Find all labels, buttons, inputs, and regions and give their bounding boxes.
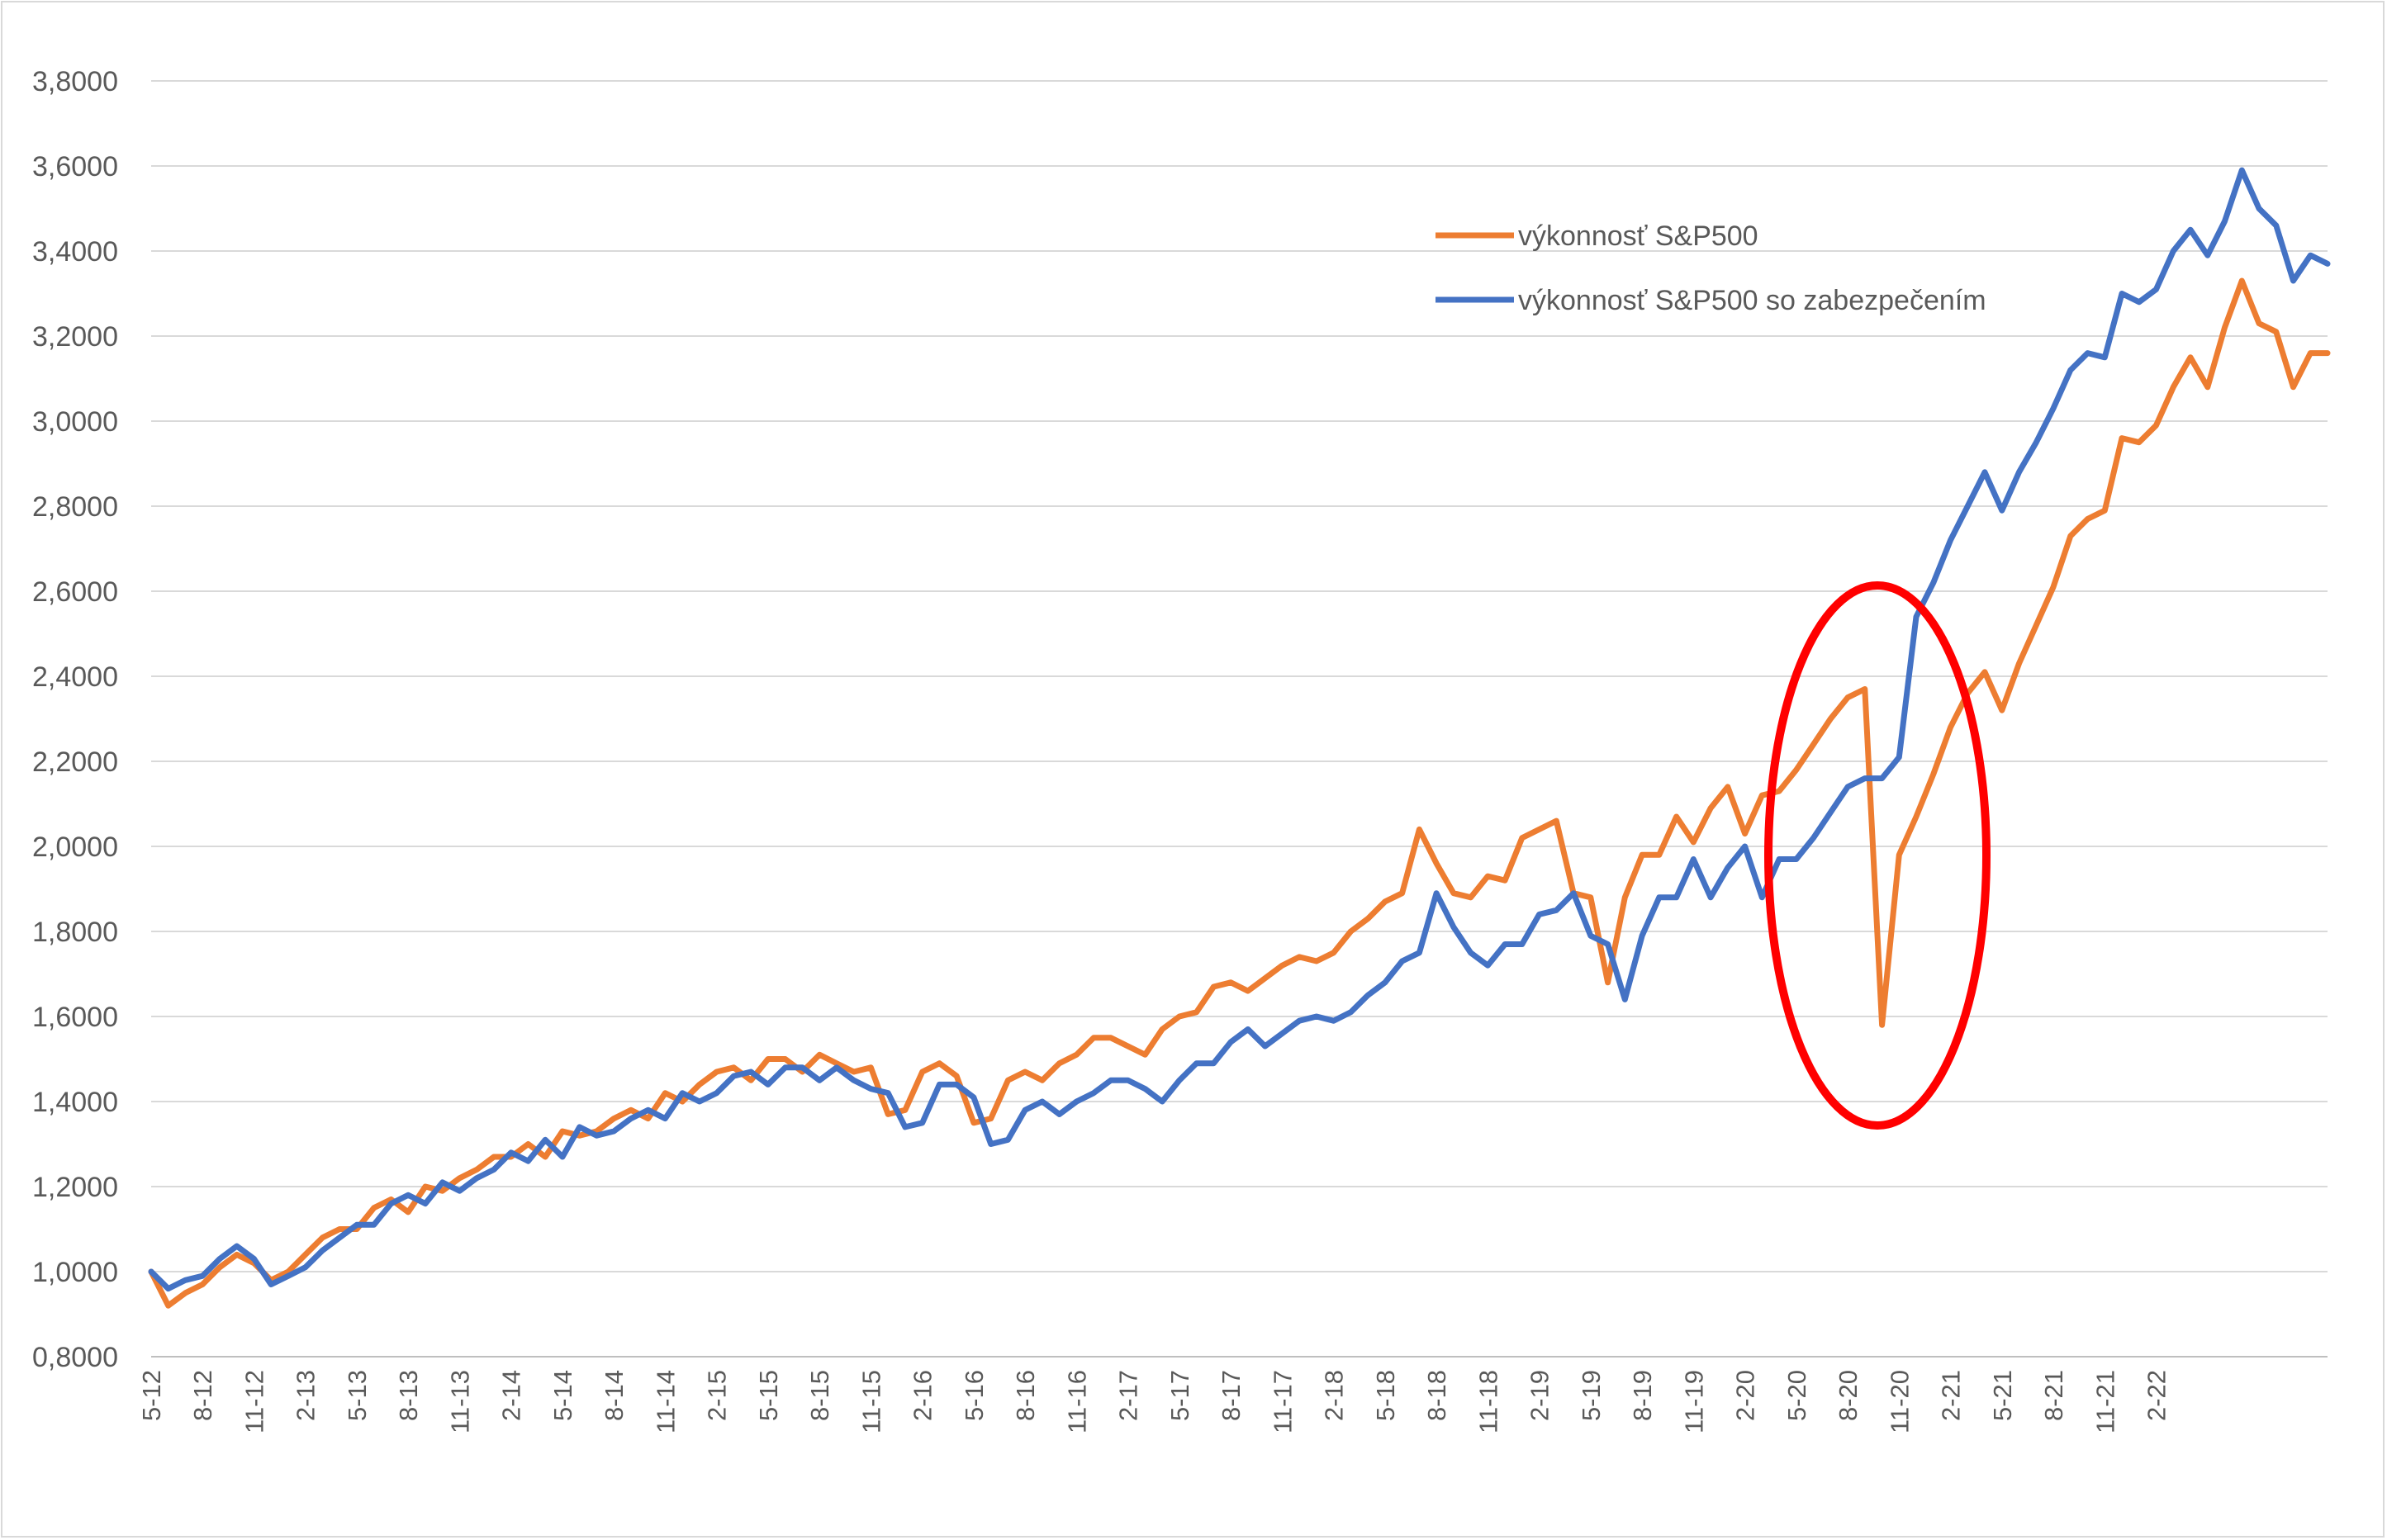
x-tick-label: 11-17 [1268,1370,1297,1433]
x-tick-label: 5-13 [343,1370,372,1421]
x-axis: 5-12 8-12 11-12 2-13 5-13 8-13 11-13 2-14 5-14 8-… [137,1356,2328,1433]
y-tick-label: 1,8000 [32,917,118,948]
series-lines [148,167,2331,1309]
x-tick-label: 5-12 [137,1370,166,1421]
x-tick-label: 2-14 [497,1370,526,1421]
x-tick-label: 11-15 [857,1370,885,1433]
x-tick-label: 2-20 [1731,1370,1760,1421]
x-tick-label: 2-17 [1114,1370,1143,1421]
x-tick-label: 5-18 [1371,1370,1400,1421]
x-tick-label: 8-18 [1422,1370,1451,1421]
x-tick-label: 2-22 [2143,1370,2171,1421]
x-tick-label: 2-16 [909,1370,937,1421]
x-tick-label: 11-19 [1679,1370,1708,1433]
annotation-layer [1764,581,1991,1130]
x-tick-label: 8-14 [600,1370,629,1421]
x-tick-label: 8-16 [1011,1370,1040,1421]
x-tick-label: 11-18 [1473,1370,1502,1433]
x-tick-label: 8-20 [1834,1370,1863,1421]
y-tick-label: 0,8000 [32,1342,118,1373]
y-tick-label: 3,6000 [32,151,118,182]
x-tick-label: 8-15 [805,1370,834,1421]
x-tick-label: 2-21 [1937,1370,1966,1421]
x-tick-label: 2-15 [703,1370,732,1421]
y-tick-label: 2,0000 [32,832,118,863]
y-axis: 0,8000 1,0000 1,2000 1,4000 1,6000 1,8000 2,00… [32,66,118,1373]
x-tick-label: 2-13 [292,1370,320,1421]
x-tick-label: 5-21 [1988,1370,2017,1421]
x-tick-label: 5-16 [960,1370,989,1421]
x-tick-label: 11-21 [2090,1370,2119,1433]
x-tick-label: 11-16 [1062,1370,1091,1433]
x-tick-label: 8-13 [394,1370,423,1421]
y-tick-label: 1,6000 [32,1002,118,1033]
y-tick-label: 3,8000 [32,66,118,97]
legend-label: výkonnosť S&P500 [1518,220,1758,252]
y-tick-label: 1,2000 [32,1172,118,1203]
x-tick-label: 11-14 [651,1370,680,1433]
x-tick-label: 11-13 [445,1370,474,1433]
gridlines [151,80,2328,1358]
x-tick-label: 8-21 [2039,1370,2068,1421]
y-tick-label: 3,2000 [32,321,118,353]
x-tick-label: 8-17 [1217,1370,1246,1421]
x-tick-label: 2-19 [1526,1370,1554,1421]
x-tick-label: 5-19 [1577,1370,1606,1421]
legend-label: výkonnosť S&P500 so zabezpečením [1518,285,1986,316]
legend: výkonnosť S&P500 výkonnosť S&P500 so zabe… [1436,220,1986,316]
x-tick-label: 11-12 [240,1370,268,1433]
x-tick-label: 11-20 [1885,1370,1914,1433]
y-tick-label: 2,4000 [32,661,118,693]
y-tick-label: 2,2000 [32,746,118,778]
highlight-ellipse [1764,581,1991,1130]
x-tick-label: 5-14 [548,1370,577,1421]
y-tick-label: 2,8000 [32,491,118,523]
x-tick-label: 2-18 [1320,1370,1349,1421]
x-tick-label: 5-15 [754,1370,783,1421]
series-line-sp500-hedged [148,167,2331,1292]
x-tick-label: 5-17 [1165,1370,1194,1421]
series-line-sp500 [148,277,2331,1309]
y-tick-label: 1,4000 [32,1087,118,1118]
y-tick-label: 3,0000 [32,406,118,438]
y-tick-label: 2,6000 [32,576,118,608]
x-tick-label: 8-19 [1628,1370,1657,1421]
y-tick-label: 1,0000 [32,1257,118,1288]
x-tick-label: 8-12 [188,1370,217,1421]
x-tick-label: 5-20 [1782,1370,1811,1421]
y-tick-label: 3,4000 [32,236,118,268]
